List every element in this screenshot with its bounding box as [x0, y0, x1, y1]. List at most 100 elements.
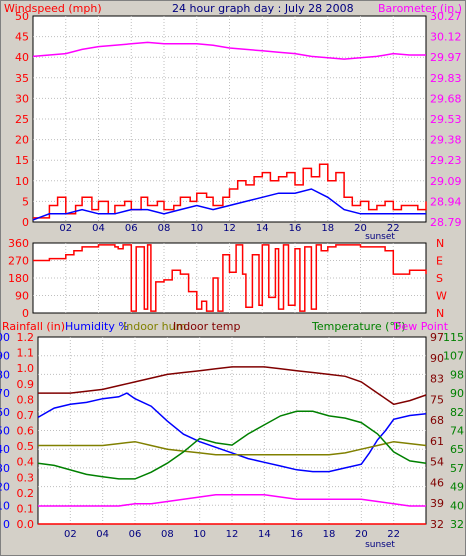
direction-degree-ticks: 0 90 180 270 360 [8, 237, 29, 320]
rainfall-tick-label: 1.0 [17, 362, 35, 375]
series-direction [33, 244, 427, 312]
x-tick-label: 22 [387, 529, 400, 540]
humidity-tick-label: 20 [0, 481, 10, 494]
barometer-tick-label: 28.94 [430, 195, 462, 208]
secondary-temperature-tick-label: 68 [430, 414, 444, 427]
rainfall-tick-label: 0.8 [17, 393, 35, 406]
windspeed-tick-label: 45 [15, 31, 29, 44]
temperature-tick-label: 49 [450, 481, 464, 494]
barometer-tick-label: 29.83 [430, 72, 462, 85]
rainfall-tick-label: 0.5 [17, 440, 35, 453]
windspeed-tick-label: 35 [15, 72, 29, 85]
barometer-tick-label: 29.53 [430, 113, 462, 126]
compass-tick-label: W [436, 290, 447, 303]
x-tick-label: 08 [161, 529, 174, 540]
compass-tick-label: E [436, 255, 443, 268]
windspeed-tick-label: 10 [15, 175, 29, 188]
plot-area-direction [32, 242, 427, 314]
secondary-temperature-tick-label: 54 [430, 456, 444, 469]
secondary-temperature-tick-label: 61 [430, 435, 444, 448]
windspeed-tick-label: 5 [22, 195, 29, 208]
secondary-temperature-ticks: 32 39 46 54 61 68 75 83 90 97 [430, 331, 444, 531]
legend-temperature: Temperature (°F) [311, 320, 406, 333]
secondary-temperature-tick-label: 32 [430, 518, 444, 531]
barometer-tick-label: 29.09 [430, 175, 462, 188]
humidity-tick-label: 40 [0, 443, 10, 456]
rainfall-tick-label: 0.6 [17, 425, 35, 438]
series-line-windspeed-avg [32, 188, 426, 221]
x-tick-label: 02 [64, 529, 77, 540]
direction-tick-label: 180 [8, 272, 29, 285]
series-line-windspeed [33, 163, 427, 219]
temperature-tick-label: 65 [450, 443, 464, 456]
series-temperature [37, 366, 427, 525]
temperature-ticks: 32 40 49 57 65 74 82 90 98 107 115 [443, 331, 464, 531]
windspeed-tick-label: 20 [15, 134, 29, 147]
rainfall-tick-label: 0.3 [17, 471, 35, 484]
x-tick-label: 16 [290, 529, 303, 540]
windspeed-tick-label: 25 [15, 113, 29, 126]
secondary-temperature-tick-label: 75 [430, 393, 444, 406]
windspeed-tick-label: 40 [15, 51, 29, 64]
series-line-dew-point [38, 493, 426, 507]
chart-title: 24 hour graph day : July 28 2008 [172, 2, 354, 15]
barometer-ticks: 28.79 28.94 29.09 29.23 29.38 29.53 29.68 29.83… [430, 10, 462, 229]
humidity-tick-label: 30 [0, 462, 10, 475]
x-tick-label: 18 [323, 529, 336, 540]
secondary-temperature-tick-label: 46 [430, 476, 444, 489]
secondary-temperature-tick-label: 90 [430, 352, 444, 365]
humidity-tick-label: 60 [0, 406, 10, 419]
x-tick-label: 10 [190, 223, 203, 234]
barometer-tick-label: 29.23 [430, 154, 462, 167]
rainfall-tick-label: 0.0 [17, 518, 35, 531]
rainfall-tick-label: 1.1 [17, 347, 35, 360]
temperature-tick-label: 32 [450, 518, 464, 531]
secondary-temperature-tick-label: 83 [430, 373, 444, 386]
series-line-temperature [37, 410, 427, 480]
temperature-tick-label: 74 [450, 425, 464, 438]
x-ticks-temperature: 02 04 06 08 10 12 14 16 18 20 22 [64, 529, 400, 540]
x-tick-label: 22 [387, 223, 400, 234]
x-tick-label: 20 [355, 529, 368, 540]
direction-tick-label: 90 [15, 290, 29, 303]
direction-tick-label: 270 [8, 255, 29, 268]
legend-humidity: Humidity % [65, 320, 129, 333]
temperature-tick-label: 98 [450, 368, 464, 381]
temperature-tick-label: 57 [450, 462, 464, 475]
humidity-tick-label: 70 [0, 387, 10, 400]
temperature-tick-label: 90 [450, 387, 464, 400]
humidity-tick-label: 0 [3, 518, 10, 531]
humidity-tick-label: 50 [0, 425, 10, 438]
x-tick-label: 14 [256, 223, 269, 234]
series-line-indoor-hum [38, 440, 427, 456]
windspeed-tick-label: 0 [22, 216, 29, 229]
humidity-ticks: 0 10 20 30 40 50 60 70 80 90 100 [0, 331, 10, 531]
barometer-tick-label: 30.27 [430, 10, 462, 23]
x-tick-label: 18 [321, 223, 334, 234]
x-tick-label: 06 [129, 529, 142, 540]
compass-tick-label: N [436, 307, 444, 320]
legend-dew-point: Dew Point [393, 320, 449, 333]
barometer-tick-label: 29.68 [430, 92, 462, 105]
compass-tick-label: S [436, 272, 443, 285]
grid-temperature [38, 337, 426, 524]
humidity-tick-label: 90 [0, 350, 10, 363]
series-line-indoor-temp [38, 366, 427, 406]
rainfall-tick-label: 0.7 [17, 409, 35, 422]
windspeed-tick-label: 15 [15, 154, 29, 167]
compass-tick-label: N [436, 237, 444, 250]
grid-wind [33, 16, 426, 222]
sunset-label-bottom: sunset [365, 540, 395, 550]
barometer-tick-label: 29.38 [430, 134, 462, 147]
series-line-direction [33, 244, 427, 312]
secondary-temperature-tick-label: 39 [430, 497, 444, 510]
rainfall-tick-label: 1.2 [17, 331, 35, 344]
barometer-tick-label: 29.97 [430, 51, 462, 64]
windspeed-ticks: 0 5 10 15 20 25 30 35 40 45 50 [15, 10, 29, 229]
legend-indoor-temp: Indoor temp [173, 320, 240, 333]
rainfall-tick-label: 0.4 [17, 456, 35, 469]
rainfall-tick-label: 0.1 [17, 502, 35, 515]
windspeed-tick-label: 30 [15, 92, 29, 105]
direction-tick-label: 360 [8, 237, 29, 250]
